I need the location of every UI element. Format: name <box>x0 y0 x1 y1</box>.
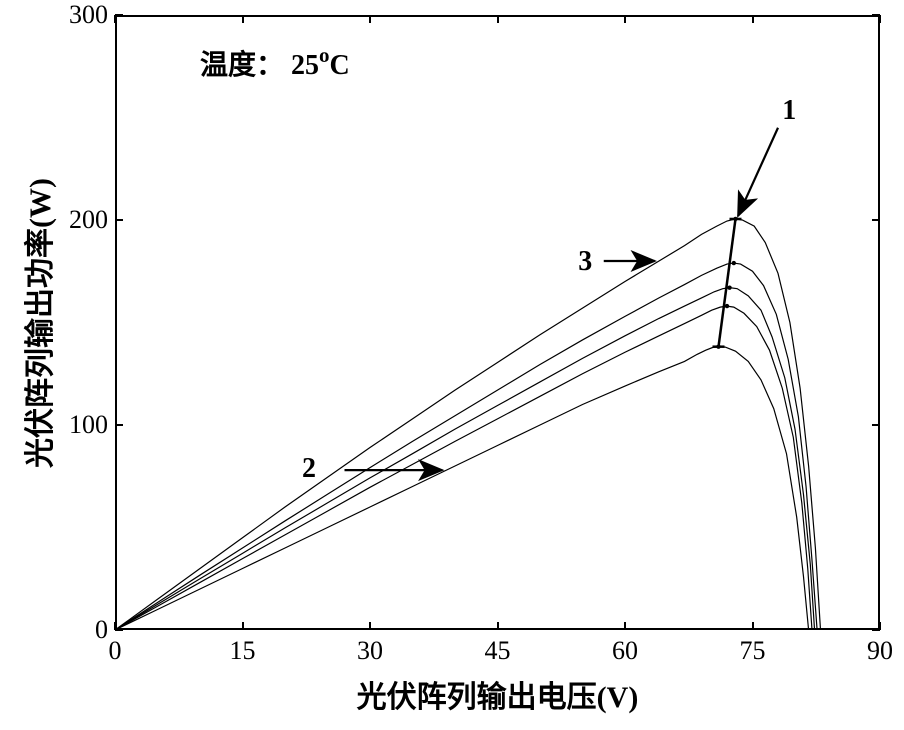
temperature-label-zh: 温度： <box>200 50 284 81</box>
y-tick <box>115 14 123 16</box>
x-tick-label: 90 <box>867 636 893 666</box>
y-tick <box>115 424 123 426</box>
temperature-unit: o <box>319 43 330 67</box>
maximum-marker <box>727 285 731 289</box>
x-tick-top <box>752 15 754 23</box>
maximum-marker <box>716 344 720 348</box>
x-axis-label: 光伏阵列输出电压(V) <box>357 672 639 716</box>
temperature-value: 25 <box>291 50 319 81</box>
x-tick <box>752 622 754 630</box>
x-tick <box>242 622 244 630</box>
x-tick-top <box>879 15 881 23</box>
x-tick-label: 60 <box>612 636 638 666</box>
maxima-connector <box>719 219 736 347</box>
maximum-marker <box>733 217 737 221</box>
curve-annotation-3: 3 <box>578 246 592 278</box>
y-tick-right <box>872 219 880 221</box>
y-tick-label: 200 <box>60 205 108 235</box>
x-tick-top <box>497 15 499 23</box>
pv-power-vs-voltage-chart: 光伏阵列输出电压(V) 光伏阵列输出功率(W) 温度： 25oC 1 2 3 0… <box>0 0 904 730</box>
series-2 <box>115 306 812 630</box>
x-tick <box>369 622 371 630</box>
y-tick-right <box>872 14 880 16</box>
curve-layer <box>0 0 904 730</box>
annotation-arrow <box>738 128 778 216</box>
series-5 <box>115 219 821 630</box>
x-tick-label: 45 <box>485 636 511 666</box>
y-tick <box>115 219 123 221</box>
y-tick-right <box>872 424 880 426</box>
x-tick-label: 75 <box>740 636 766 666</box>
x-tick-label: 0 <box>109 636 122 666</box>
maximum-marker <box>732 261 736 265</box>
y-tick-label: 0 <box>60 615 108 645</box>
series-1 <box>115 347 809 630</box>
x-tick <box>497 622 499 630</box>
x-tick-top <box>624 15 626 23</box>
temperature-unit-c: C <box>330 50 350 81</box>
x-tick-top <box>369 15 371 23</box>
x-tick <box>624 622 626 630</box>
x-tick-label: 30 <box>357 636 383 666</box>
y-tick <box>115 629 123 631</box>
maximum-marker <box>725 304 729 308</box>
x-tick-top <box>114 15 116 23</box>
y-tick-right <box>872 629 880 631</box>
series-3 <box>115 288 815 630</box>
y-tick-label: 300 <box>60 0 108 30</box>
temperature-annotation: 温度： 25oC <box>200 43 350 83</box>
x-tick-top <box>242 15 244 23</box>
curve-annotation-1: 1 <box>782 95 796 127</box>
y-axis-label: 光伏阵列输出功率(W) <box>15 178 59 468</box>
curve-annotation-2: 2 <box>302 453 316 485</box>
y-tick-label: 100 <box>60 410 108 440</box>
x-tick-label: 15 <box>230 636 256 666</box>
series-4 <box>115 263 817 630</box>
